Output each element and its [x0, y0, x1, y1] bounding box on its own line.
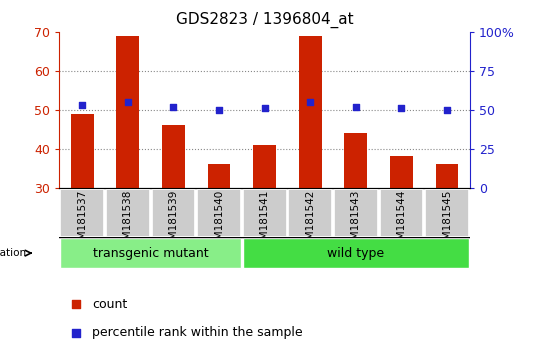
Point [260, 105, 269, 111]
Text: GSM181541: GSM181541 [260, 190, 269, 253]
Bar [436, 164, 458, 188]
Text: wild type: wild type [327, 247, 384, 259]
Bar [162, 125, 185, 188]
Text: GSM181539: GSM181539 [168, 190, 178, 253]
Bar [207, 164, 231, 188]
Text: GSM181544: GSM181544 [396, 190, 407, 253]
FancyBboxPatch shape [334, 189, 377, 236]
Point [443, 107, 451, 113]
Bar [117, 36, 139, 188]
Point [352, 104, 360, 109]
Text: count: count [92, 298, 127, 311]
Point [71, 330, 80, 336]
Bar [345, 133, 367, 188]
Bar [390, 156, 413, 188]
Text: percentile rank within the sample: percentile rank within the sample [92, 326, 303, 339]
Text: GSM181542: GSM181542 [305, 190, 315, 253]
Title: GDS2823 / 1396804_at: GDS2823 / 1396804_at [176, 12, 353, 28]
Text: transgenic mutant: transgenic mutant [93, 247, 208, 259]
Point [124, 99, 132, 105]
Text: GSM181538: GSM181538 [123, 190, 133, 253]
Text: GSM181537: GSM181537 [77, 190, 87, 253]
Bar [299, 36, 322, 188]
Point [215, 107, 224, 113]
FancyBboxPatch shape [60, 238, 241, 268]
Point [169, 104, 178, 109]
FancyBboxPatch shape [242, 189, 286, 236]
Point [71, 302, 80, 307]
Point [306, 99, 314, 105]
FancyBboxPatch shape [60, 189, 103, 236]
Bar [71, 114, 93, 188]
Text: genotype/variation: genotype/variation [0, 248, 27, 258]
FancyBboxPatch shape [380, 189, 422, 236]
Text: GSM181543: GSM181543 [351, 190, 361, 253]
Point [397, 105, 406, 111]
FancyBboxPatch shape [152, 189, 194, 236]
FancyBboxPatch shape [106, 189, 149, 236]
Point [78, 102, 86, 108]
Text: GSM181540: GSM181540 [214, 190, 224, 253]
Text: GSM181545: GSM181545 [442, 190, 452, 253]
FancyBboxPatch shape [197, 189, 240, 236]
FancyBboxPatch shape [242, 238, 469, 268]
FancyBboxPatch shape [425, 189, 468, 236]
FancyBboxPatch shape [288, 189, 331, 236]
Bar [253, 145, 276, 188]
